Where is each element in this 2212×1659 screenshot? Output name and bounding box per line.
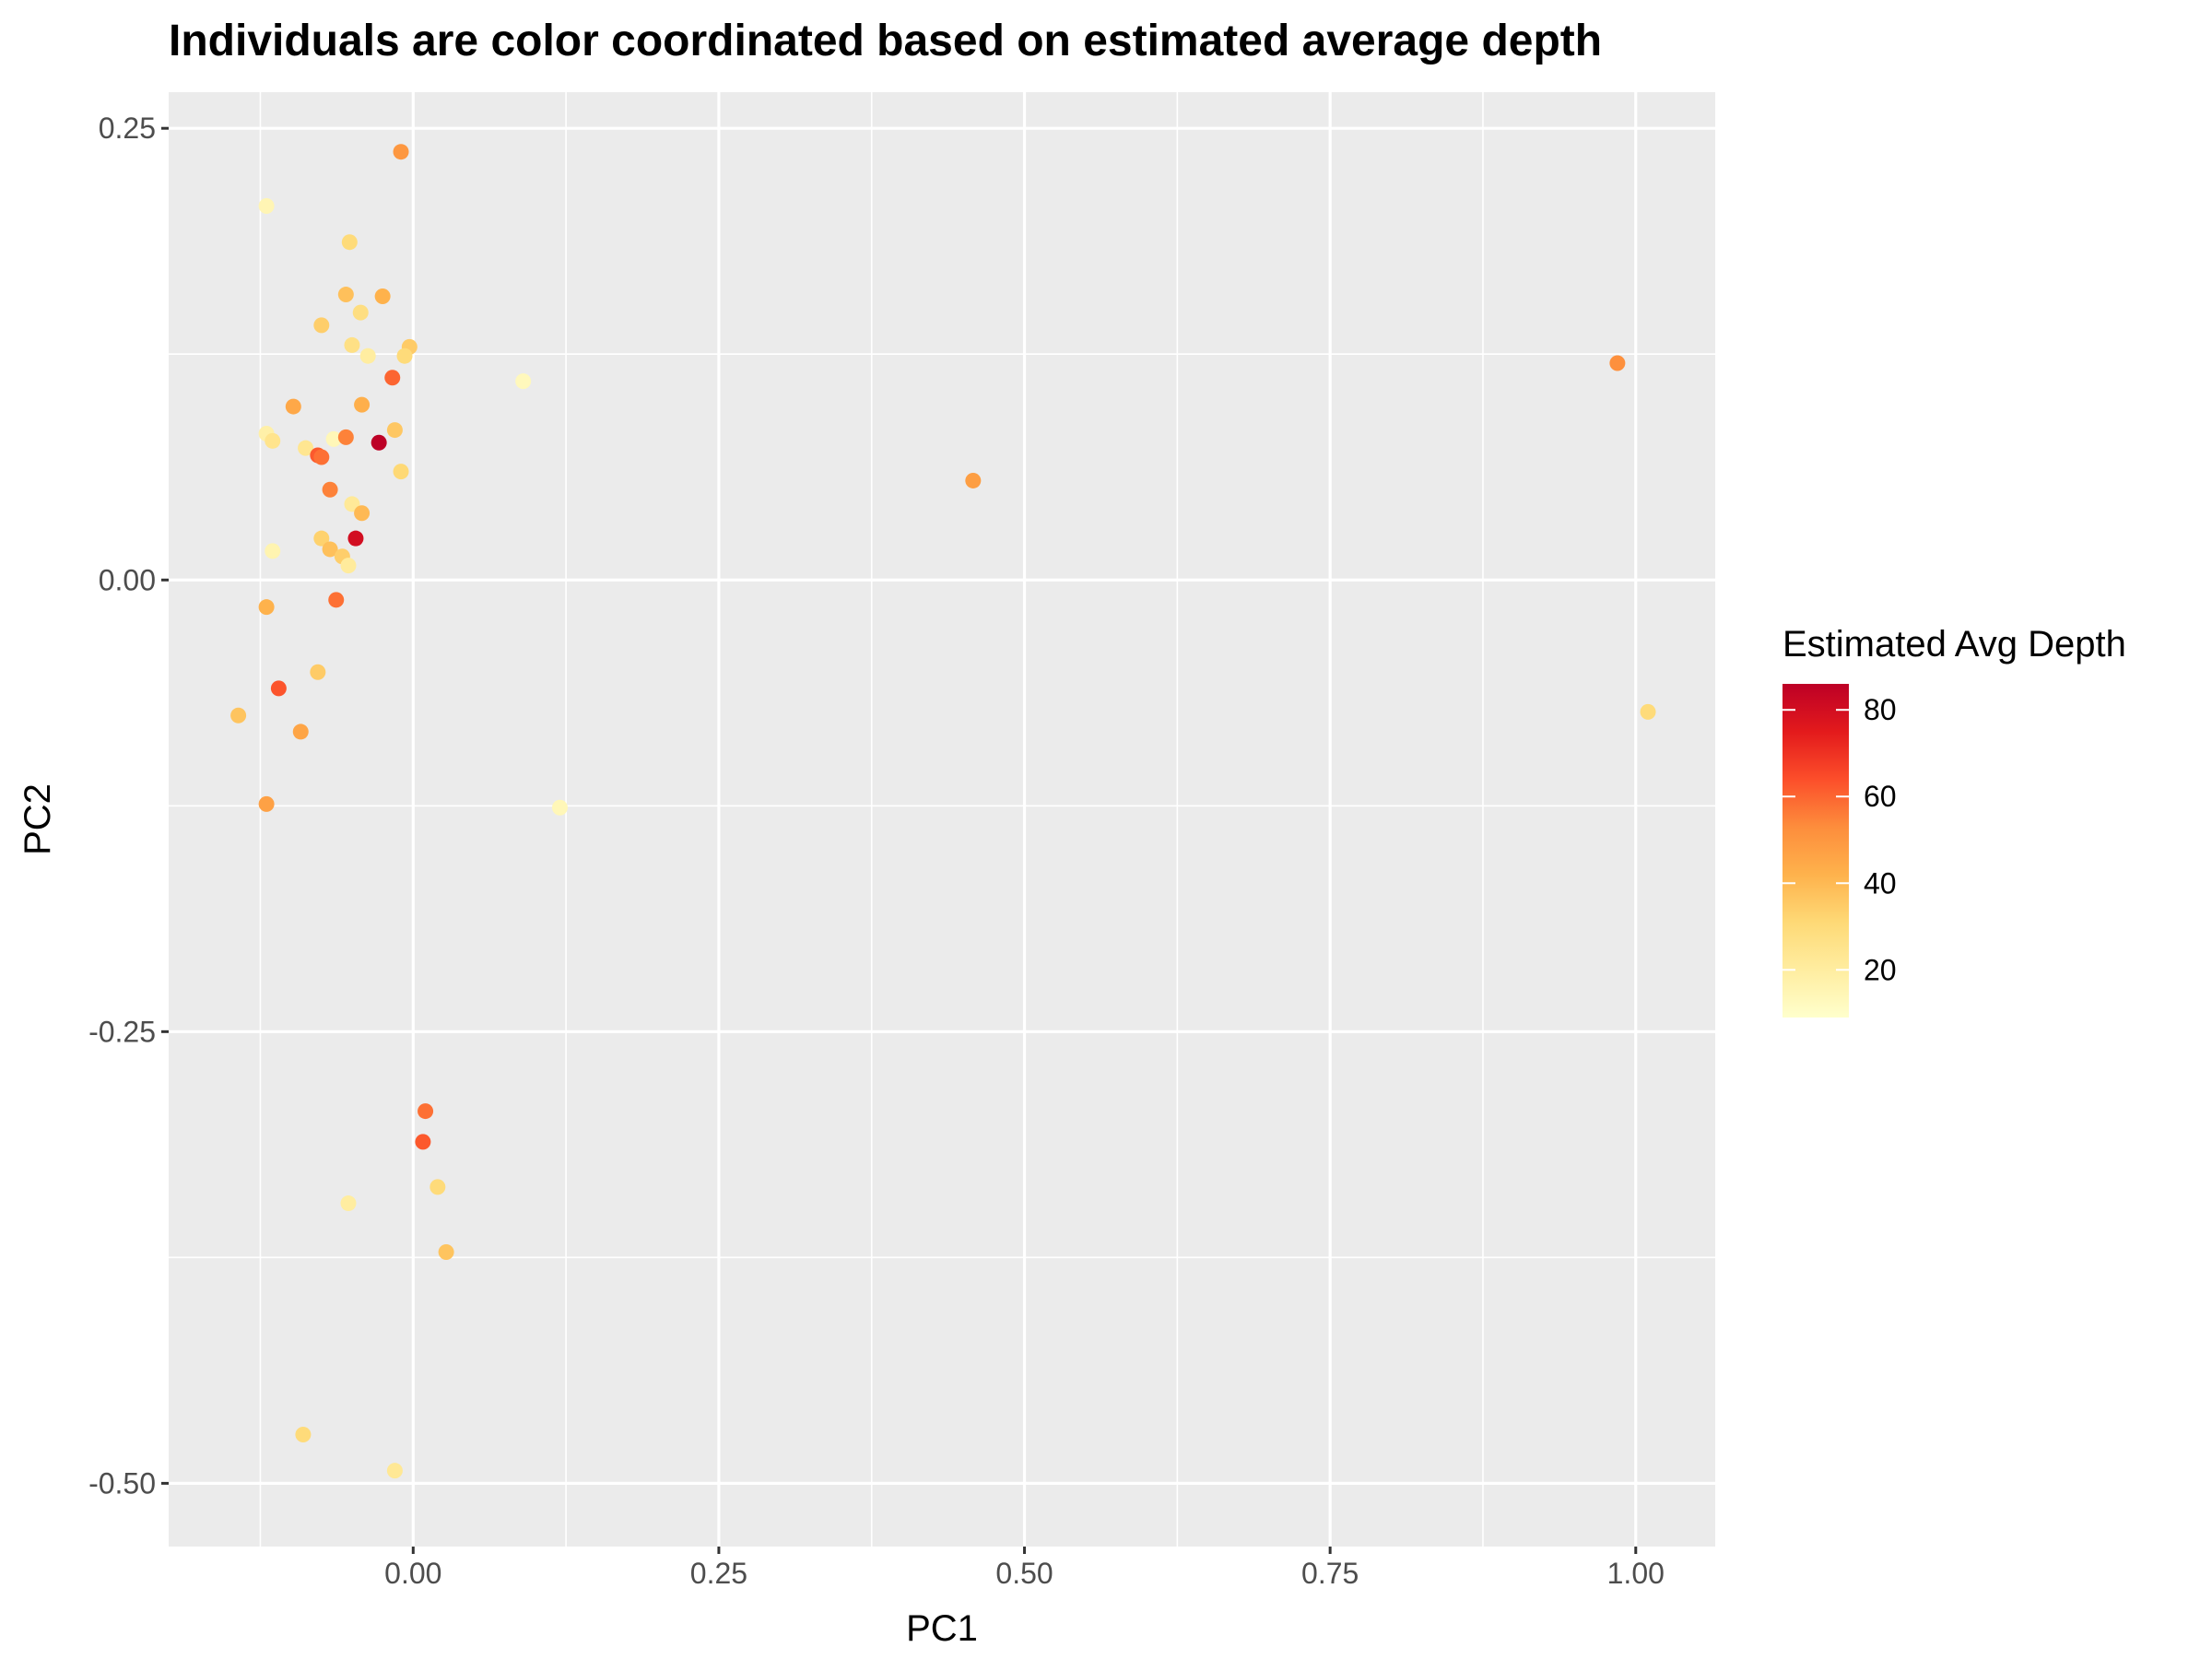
- y-tick-label: 0.25: [99, 112, 156, 145]
- data-point: [415, 1134, 431, 1150]
- legend-tick-label: 40: [1864, 866, 1897, 900]
- legend-colorbar: [1783, 684, 1849, 1018]
- data-point: [295, 1426, 312, 1442]
- data-point: [352, 304, 369, 321]
- data-point: [347, 530, 364, 547]
- y-axis-title: PC2: [18, 783, 58, 855]
- data-point: [292, 724, 309, 740]
- data-point: [340, 558, 357, 574]
- data-point: [354, 505, 371, 522]
- legend-tick-label: 60: [1864, 780, 1897, 813]
- data-point: [386, 1463, 403, 1479]
- data-point: [322, 481, 338, 498]
- data-point: [258, 197, 275, 214]
- data-point: [258, 599, 275, 616]
- data-point: [418, 1103, 434, 1120]
- data-point: [551, 799, 568, 816]
- data-points: [230, 144, 1656, 1479]
- data-point: [340, 1195, 357, 1212]
- data-point: [965, 472, 982, 488]
- data-point: [384, 370, 401, 386]
- data-point: [265, 543, 281, 559]
- x-tick-label: 0.00: [384, 1557, 441, 1590]
- data-point: [393, 144, 409, 160]
- y-axis-ticks: 0.25 0.00 -0.25 -0.50: [88, 112, 169, 1500]
- y-tick-label: 0.00: [99, 563, 156, 596]
- data-point: [396, 347, 413, 364]
- legend-tick-label: 20: [1864, 953, 1897, 986]
- data-point: [298, 440, 314, 456]
- x-tick-label: 0.75: [1301, 1557, 1359, 1590]
- data-point: [374, 288, 391, 305]
- data-point: [313, 530, 330, 547]
- y-tick-label: -0.25: [88, 1015, 156, 1048]
- y-tick-label: -0.50: [88, 1466, 156, 1500]
- data-point: [313, 317, 330, 334]
- data-point: [393, 464, 409, 480]
- legend-title: Estimated Avg Depth: [1783, 624, 2126, 665]
- data-point: [1609, 355, 1626, 371]
- data-point: [337, 429, 354, 445]
- plot-panel: [169, 92, 1715, 1547]
- minor-gridlines: [169, 92, 1715, 1547]
- legend-ticks: 20 40 60 80: [1783, 693, 1897, 986]
- x-tick-label: 1.00: [1607, 1557, 1665, 1590]
- data-point: [354, 396, 371, 413]
- color-legend: Estimated Avg Depth 20 40 60 80: [1783, 624, 2126, 1018]
- x-tick-label: 0.50: [995, 1557, 1053, 1590]
- data-point: [371, 434, 387, 451]
- data-point: [265, 432, 281, 449]
- data-point: [258, 795, 275, 812]
- legend-tick-label: 80: [1864, 693, 1897, 726]
- data-point: [328, 592, 345, 608]
- x-tick-label: 0.25: [690, 1557, 747, 1590]
- data-point: [337, 287, 354, 303]
- data-point: [515, 373, 532, 390]
- data-point: [359, 347, 376, 364]
- data-point: [230, 707, 247, 724]
- data-point: [341, 234, 358, 251]
- x-axis-ticks: 0.00 0.25 0.50 0.75 1.00: [384, 1547, 1665, 1590]
- data-point: [1640, 703, 1656, 720]
- data-point: [438, 1243, 454, 1260]
- data-point: [429, 1179, 446, 1195]
- major-gridlines: [169, 92, 1715, 1547]
- data-point: [285, 398, 301, 415]
- data-point: [310, 664, 326, 680]
- chart-title: Individuals are color coordinated based …: [169, 17, 1602, 65]
- x-axis-title: PC1: [906, 1608, 978, 1649]
- data-point: [325, 430, 342, 447]
- data-point: [313, 449, 330, 465]
- data-point: [386, 422, 403, 439]
- data-point: [322, 541, 338, 558]
- data-point: [344, 336, 360, 353]
- data-point: [270, 680, 287, 697]
